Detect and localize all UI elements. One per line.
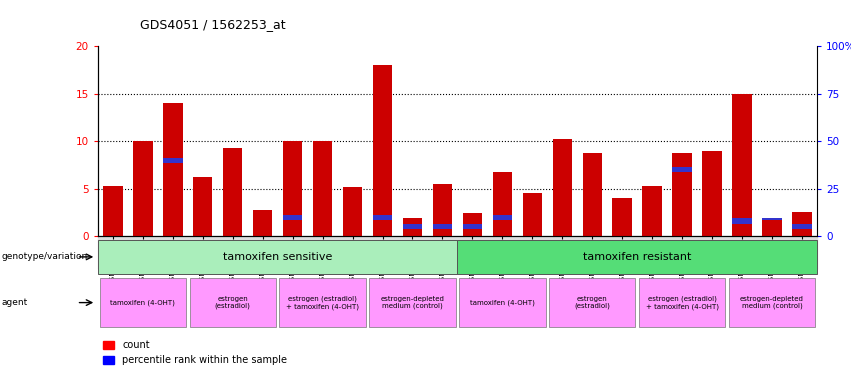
Bar: [190, 278, 276, 327]
Text: estrogen-depleted
medium (control): estrogen-depleted medium (control): [380, 296, 444, 310]
Bar: [552, 139, 572, 236]
Text: tamoxifen sensitive: tamoxifen sensitive: [223, 252, 333, 262]
Bar: [279, 278, 366, 327]
Text: GDS4051 / 1562253_at: GDS4051 / 1562253_at: [140, 18, 286, 31]
Bar: [253, 210, 272, 236]
Text: tamoxifen (4-OHT): tamoxifen (4-OHT): [111, 300, 175, 306]
Bar: [523, 194, 542, 236]
Bar: [639, 278, 725, 327]
Bar: [762, 218, 782, 236]
Bar: [432, 184, 452, 236]
Text: estrogen (estradiol)
+ tamoxifen (4-OHT): estrogen (estradiol) + tamoxifen (4-OHT): [646, 296, 718, 310]
Bar: [163, 103, 182, 236]
Bar: [582, 152, 602, 236]
Bar: [460, 278, 545, 327]
Bar: [373, 65, 392, 236]
Bar: [672, 152, 692, 236]
Bar: [403, 224, 422, 229]
Bar: [493, 215, 512, 220]
Text: genotype/variation: genotype/variation: [2, 252, 88, 262]
Text: estrogen-depleted
medium (control): estrogen-depleted medium (control): [740, 296, 804, 310]
Bar: [313, 141, 333, 236]
Bar: [728, 278, 815, 327]
Bar: [762, 218, 782, 220]
Bar: [223, 148, 243, 236]
Bar: [193, 177, 213, 236]
Bar: [432, 224, 452, 229]
Bar: [792, 224, 812, 229]
Text: estrogen
(estradiol): estrogen (estradiol): [214, 296, 251, 310]
Text: estrogen
(estradiol): estrogen (estradiol): [574, 296, 610, 310]
Bar: [672, 167, 692, 172]
Bar: [98, 240, 458, 274]
Bar: [369, 278, 455, 327]
Bar: [463, 224, 483, 229]
Bar: [643, 186, 662, 236]
Bar: [283, 141, 302, 236]
Bar: [458, 240, 817, 274]
Text: tamoxifen (4-OHT): tamoxifen (4-OHT): [470, 300, 534, 306]
Text: tamoxifen resistant: tamoxifen resistant: [583, 252, 691, 262]
Bar: [343, 187, 363, 236]
Bar: [549, 278, 636, 327]
Bar: [373, 215, 392, 220]
Bar: [98, 236, 817, 270]
Text: agent: agent: [2, 298, 28, 307]
Bar: [283, 215, 302, 220]
Bar: [133, 141, 152, 236]
Bar: [702, 151, 722, 236]
Bar: [163, 157, 182, 163]
Legend: count, percentile rank within the sample: count, percentile rank within the sample: [103, 340, 287, 365]
Bar: [613, 198, 632, 236]
Bar: [403, 218, 422, 236]
Bar: [493, 172, 512, 236]
Bar: [792, 212, 812, 236]
Bar: [103, 186, 123, 236]
Bar: [733, 94, 751, 236]
Bar: [100, 278, 186, 327]
Bar: [733, 218, 751, 223]
Bar: [463, 214, 483, 236]
Text: estrogen (estradiol)
+ tamoxifen (4-OHT): estrogen (estradiol) + tamoxifen (4-OHT): [286, 296, 359, 310]
